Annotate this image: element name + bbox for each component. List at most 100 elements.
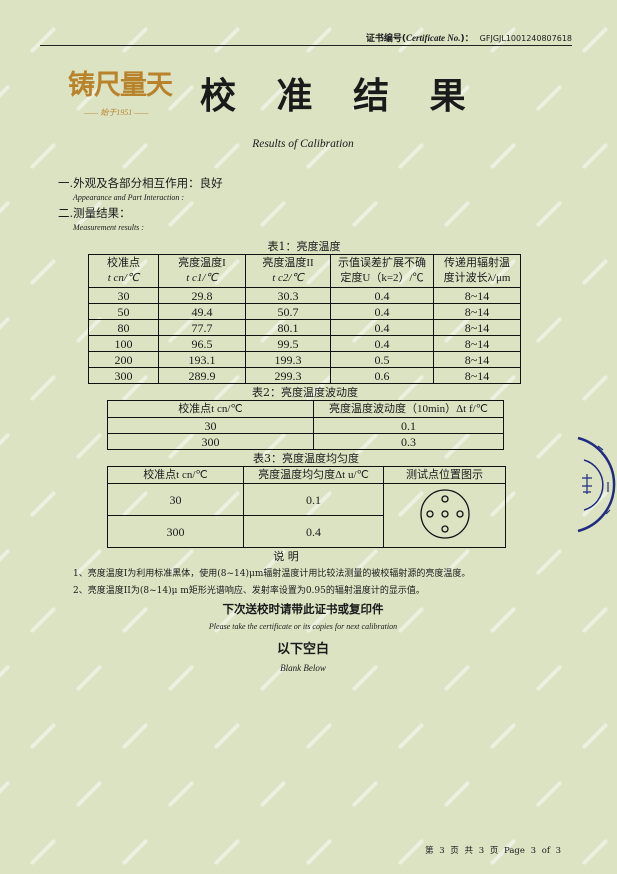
table1-cell: 8~14 — [433, 303, 521, 320]
table1-header: 亮度温度I t c1/℃ — [158, 254, 246, 288]
section-measurement: 二.测量结果： — [58, 206, 131, 220]
certificate-number-label-en: Certificate No. — [406, 33, 461, 43]
table1-row: 200 193.1 199.3 0.5 8~14 — [88, 351, 521, 368]
table3-cell: 0.1 — [243, 483, 384, 516]
table2-row: 300 0.3 — [107, 433, 504, 450]
watermark-mark — [535, 780, 563, 808]
table2-cell: 300 — [107, 433, 314, 450]
logo-since-text: 始于1951 — [100, 108, 133, 117]
watermark-mark — [259, 780, 287, 808]
section-appearance: 一.外观及各部分相互作用：良好 — [58, 176, 223, 190]
page-subtitle: Results of Calibration — [252, 138, 354, 150]
table1-row: 50 49.4 50.7 0.4 8~14 — [88, 303, 521, 320]
note-2: 2、亮度温度II为(8~14)μ m矩形光谱响应、发射率设置为0.95的辐射温度… — [73, 586, 425, 596]
table1-cell: 193.1 — [158, 351, 246, 368]
watermark-mark — [29, 26, 57, 54]
table1-cell: 77.7 — [158, 319, 246, 336]
table1-header-line: 校准点 — [107, 257, 140, 269]
watermark-mark — [121, 838, 149, 866]
certificate-number-label-zh: 证书编号 — [365, 34, 402, 44]
table1-header: 校准点 t cn/℃ — [88, 254, 159, 288]
watermark-mark — [213, 26, 241, 54]
watermark-mark — [443, 200, 471, 228]
table1-header-line: t c2/℃ — [272, 272, 304, 284]
blank-below-en: Blank Below — [280, 663, 326, 673]
watermark-mark — [259, 200, 287, 228]
table2: 校准点t cn/℃ 亮度温度波动度（10min）Δt f/℃ 30 0.1 300 0.3 — [107, 400, 504, 450]
table2-header: 亮度温度波动度（10min）Δt f/℃ — [313, 400, 504, 418]
watermark-mark — [581, 838, 609, 866]
page-footer: 第 3 页 共 3 页 Page 3 of 3 — [425, 846, 562, 856]
official-stamp — [577, 436, 616, 533]
table1-cell: 0.5 — [330, 351, 434, 368]
page-title: 校 准 结 果 — [200, 76, 480, 117]
table1-header: 传递用辐射温 度计波长λ/μm — [433, 254, 521, 288]
table2-cell: 0.3 — [313, 433, 504, 450]
table1-cell: 100 — [88, 335, 159, 352]
table3-cell: 0.4 — [243, 515, 384, 548]
watermark-mark — [489, 722, 517, 750]
notes-title: 说 明 — [273, 550, 299, 563]
table1-header-line: 亮度温度I — [178, 257, 226, 269]
table3-header: 校准点t cn/℃ — [107, 466, 244, 484]
watermark-mark — [167, 780, 195, 808]
watermark-mark — [0, 200, 11, 228]
watermark-mark — [305, 838, 333, 866]
reminder-zh: 下次送校时请带此证书或复印件 — [222, 602, 384, 616]
table1-row: 100 96.5 99.5 0.4 8~14 — [88, 335, 521, 352]
test-point-diagram-icon — [419, 489, 470, 539]
certificate-number-label: 证书编号(Certificate No.)： — [365, 33, 474, 44]
certificate-number-row: 证书编号(Certificate No.)： GFJGJL10012408076… — [300, 31, 572, 44]
watermark-mark — [167, 200, 195, 228]
watermark-mark — [397, 838, 425, 866]
watermark-mark — [397, 722, 425, 750]
table1-header-line: 传递用辐射温 — [444, 257, 510, 269]
table1-header-line: 亮度温度II — [262, 257, 314, 269]
table1-cell: 80 — [88, 319, 159, 336]
table1-header: 示值误差扩展不确 定度U（k=2）/℃ — [330, 254, 434, 288]
watermark-mark — [351, 780, 379, 808]
table1-cell: 8~14 — [433, 367, 521, 384]
certificate-number: GFJGJL1001240807618 — [479, 34, 572, 43]
test-point-diagram — [383, 483, 506, 548]
table2-row: 30 0.1 — [107, 417, 504, 434]
table1-header-line: t c1/℃ — [186, 272, 218, 284]
section-measurement-en: Measurement results : — [73, 223, 144, 232]
watermark-mark — [29, 722, 57, 750]
table1-cell: 0.6 — [330, 367, 434, 384]
watermark-mark — [75, 780, 103, 808]
watermark-mark — [535, 200, 563, 228]
table2-header: 校准点t cn/℃ — [107, 400, 314, 418]
note-1: 1、亮度温度I为利用标准黑体，使用(8~14)μm辐射温度计用比较法测量的被校辐… — [73, 569, 471, 579]
table1-cell: 80.1 — [245, 319, 331, 336]
table1-cell: 8~14 — [433, 287, 521, 304]
blank-below-zh: 以下空白 — [276, 642, 329, 657]
watermark-mark — [0, 84, 11, 112]
table1-cell: 99.5 — [245, 335, 331, 352]
table1-cell: 0.4 — [330, 335, 434, 352]
watermark-mark — [581, 26, 609, 54]
table2-cell: 30 — [107, 417, 314, 434]
table1-cell: 8~14 — [433, 319, 521, 336]
table1-cell: 96.5 — [158, 335, 246, 352]
table3-cell: 30 — [107, 483, 244, 516]
watermark-mark — [581, 722, 609, 750]
table1-cell: 30.3 — [245, 287, 331, 304]
reminder-en: Please take the certificate or its copie… — [208, 622, 398, 631]
table1-row: 80 77.7 80.1 0.4 8~14 — [88, 319, 521, 336]
table3-header: 测试点位置图示 — [383, 466, 506, 484]
table1-cell: 199.3 — [245, 351, 331, 368]
table3-header: 亮度温度均匀度Δt u/℃ — [243, 466, 384, 484]
table1-cell: 0.4 — [330, 303, 434, 320]
table1-cell: 0.4 — [330, 319, 434, 336]
table1-cell: 50.7 — [245, 303, 331, 320]
watermark-mark — [443, 780, 471, 808]
table1-cell: 30 — [88, 287, 159, 304]
logo-since: —— 始于1951 —— — [84, 108, 149, 117]
header-divider — [40, 45, 572, 46]
table1-header-line: t cn/℃ — [107, 272, 140, 284]
table1-cell: 50 — [88, 303, 159, 320]
watermark-mark — [121, 26, 149, 54]
table1-row: 300 289.9 299.3 0.6 8~14 — [88, 367, 521, 384]
table1-cell: 0.4 — [330, 287, 434, 304]
